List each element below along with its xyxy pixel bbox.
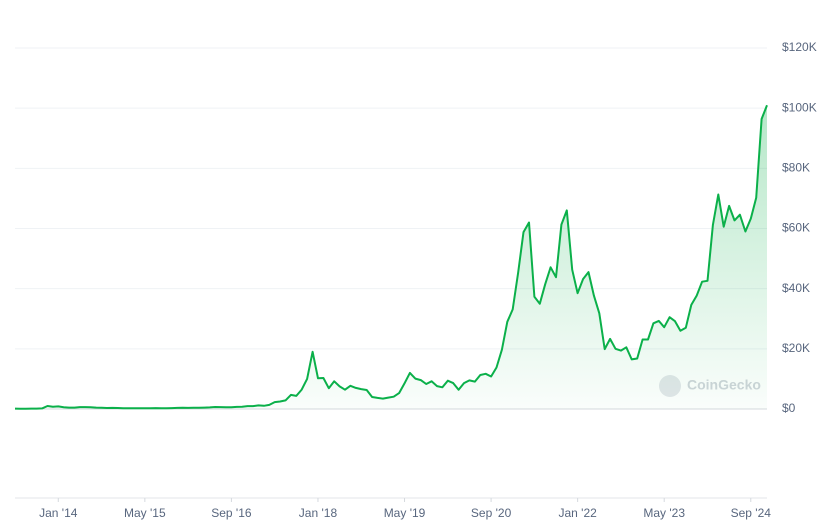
x-tick-label: May '19 bbox=[384, 506, 426, 520]
x-tick-label: Sep '20 bbox=[471, 506, 512, 520]
y-tick-label: $20K bbox=[782, 341, 810, 355]
x-tick-label: Jan '22 bbox=[558, 506, 597, 520]
x-tick-label: Sep '24 bbox=[731, 506, 772, 520]
price-area bbox=[15, 105, 767, 409]
y-tick-label: $100K bbox=[782, 100, 817, 114]
y-tick-label: $120K bbox=[782, 40, 817, 54]
x-tick-label: May '15 bbox=[124, 506, 166, 520]
x-tick-label: Jan '14 bbox=[39, 506, 78, 520]
y-tick-label: $80K bbox=[782, 161, 810, 175]
price-line bbox=[14, 104, 768, 410]
x-tick-label: May '23 bbox=[643, 506, 685, 520]
y-tick-label: $0 bbox=[782, 401, 796, 415]
x-tick-label: Sep '16 bbox=[211, 506, 252, 520]
y-tick-label: $60K bbox=[782, 221, 810, 235]
x-tick-label: Jan '18 bbox=[299, 506, 338, 520]
y-tick-label: $40K bbox=[782, 281, 810, 295]
